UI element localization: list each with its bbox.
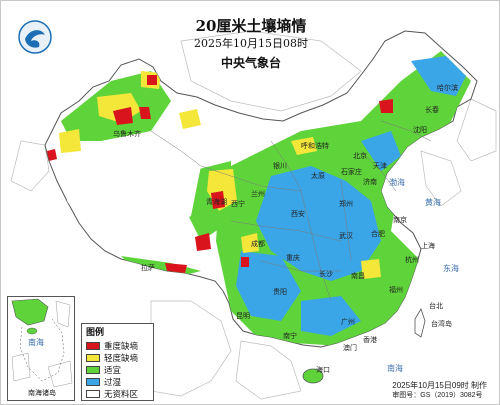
sea-label: 渤海 (389, 178, 405, 187)
inset-label: 南海诸岛 (28, 390, 56, 397)
place-label: 乌鲁木齐 (113, 131, 141, 138)
cma-logo-icon (18, 20, 52, 54)
place-label: 西安 (291, 211, 305, 218)
map-title-block: 20厘米土壤墒情 2025年10月15日08时 中央气象台 (171, 17, 331, 71)
place-label: 南宁 (283, 333, 297, 340)
cma-logo (17, 19, 53, 55)
place-label: 西宁 (231, 201, 245, 208)
place-label: 上海 (421, 243, 435, 250)
legend-swatch-light-drought (86, 354, 100, 362)
neighbor-countries (10, 30, 497, 400)
hainan-island (302, 368, 324, 384)
legend-item: 轻度缺墒 (86, 352, 149, 364)
legend-label: 轻度缺墒 (104, 353, 139, 363)
severe-drought-zones (47, 75, 393, 273)
production-time: 2025年10月15日09时 制作 (392, 381, 487, 390)
south-china-sea-inset: 南海 南海诸岛 (7, 296, 75, 401)
place-label: 广州 (341, 319, 355, 326)
place-label: 台湾岛 (431, 321, 452, 328)
place-label: 太原 (311, 173, 325, 180)
inset-sea-label: 南海 (28, 338, 44, 347)
place-label: 长春 (425, 107, 439, 114)
place-label: 台北 (429, 303, 443, 310)
legend-swatch-no-data (86, 390, 100, 398)
place-label: 沈阳 (413, 127, 427, 134)
place-label: 呼和浩特 (301, 143, 329, 150)
legend-swatch-wet (86, 378, 100, 386)
place-label: 哈尔滨 (437, 85, 458, 92)
legend-item: 适宜 (86, 364, 149, 376)
place-label: 南昌 (351, 273, 365, 280)
taiwan-island (414, 308, 426, 338)
place-label: 合肥 (371, 231, 385, 238)
sea-label: 东海 (443, 264, 459, 273)
legend-label: 过湿 (104, 377, 122, 387)
place-label: 长沙 (319, 271, 333, 278)
place-label: 海口 (316, 367, 330, 374)
review-number: 审图号：GS（2019）3082号 (392, 392, 483, 399)
place-label: 银川 (273, 163, 287, 170)
place-label: 石家庄 (341, 169, 362, 176)
inset-map (11, 298, 73, 388)
legend-item: 无资料区 (86, 388, 149, 400)
province-borders (150, 120, 432, 302)
legend-swatch-severe-drought (86, 342, 100, 350)
map-title: 20厘米土壤墒情 (195, 17, 307, 35)
place-label: 杭州 (405, 257, 419, 264)
sea-label: 黄海 (425, 198, 441, 207)
place-label: 成都 (251, 241, 265, 248)
place-label: 南京 (393, 217, 407, 224)
legend-label: 无资料区 (104, 389, 139, 399)
place-label: 香港 (363, 337, 377, 344)
place-label: 拉萨 (141, 265, 155, 272)
legend-title: 图例 (86, 327, 105, 337)
legend-swatch-suitable (86, 366, 100, 374)
place-label: 青海湖 (206, 199, 227, 206)
place-label: 天津 (373, 163, 387, 170)
place-label: 重庆 (286, 255, 300, 262)
legend-label: 重度缺墒 (104, 341, 139, 351)
sea-label: 南海 (387, 364, 403, 373)
place-label: 北京 (353, 153, 367, 160)
place-label: 贵阳 (273, 289, 287, 296)
place-label: 福州 (389, 287, 403, 294)
legend-item: 过湿 (86, 376, 149, 388)
place-label: 武汉 (339, 233, 353, 240)
legend: 图例 重度缺墒 轻度缺墒 适宜 过湿 无资料区 (81, 323, 154, 401)
place-label: 郑州 (339, 201, 353, 208)
map-footer: 2025年10月15日09时 制作 审图号：GS（2019）3082号 (392, 381, 487, 400)
legend-item: 重度缺墒 (86, 340, 149, 352)
place-label: 澳门 (343, 345, 357, 352)
no-data-zones (67, 121, 231, 241)
map-date: 2025年10月15日08时 (194, 37, 308, 50)
place-label: 兰州 (251, 191, 265, 198)
place-label: 济南 (363, 179, 377, 186)
map-issuer: 中央气象台 (220, 56, 281, 70)
place-label: 昆明 (236, 313, 250, 320)
legend-label: 适宜 (104, 365, 122, 375)
